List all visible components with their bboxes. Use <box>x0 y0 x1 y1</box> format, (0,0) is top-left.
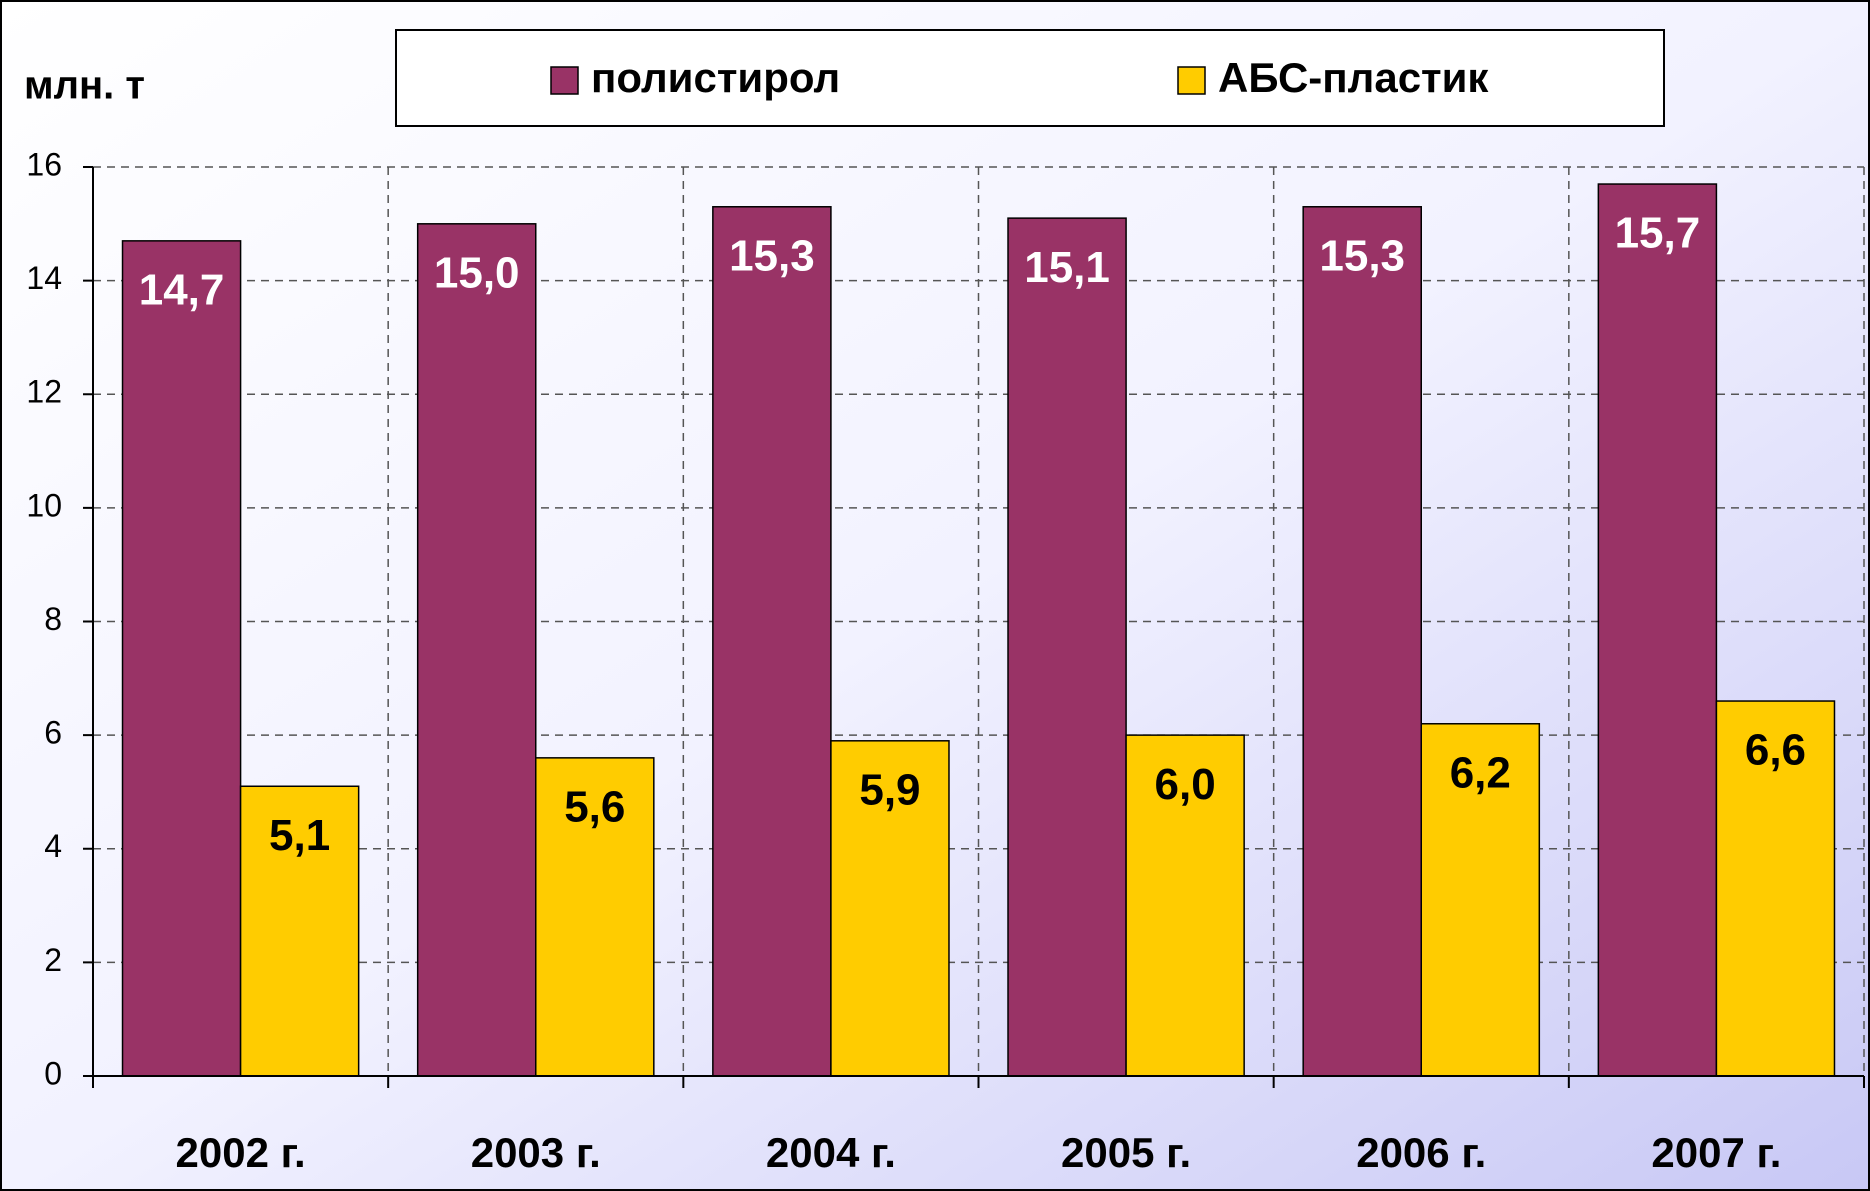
x-tick-label: 2004 г. <box>766 1129 896 1176</box>
data-label: 5,6 <box>564 782 625 831</box>
y-tick-label: 4 <box>44 828 62 864</box>
data-label: 6,0 <box>1155 760 1216 809</box>
data-label: 15,3 <box>729 231 815 280</box>
data-label: 5,1 <box>269 811 330 860</box>
legend-swatch <box>550 66 579 95</box>
bar <box>535 757 655 1077</box>
data-label: 15,7 <box>1615 209 1701 258</box>
legend-label: АБС-пластик <box>1218 54 1489 101</box>
bar <box>712 206 832 1077</box>
bar <box>1715 700 1836 1077</box>
bar <box>121 240 242 1077</box>
data-label: 15,0 <box>434 248 520 297</box>
x-tick-label: 2005 г. <box>1061 1129 1191 1176</box>
y-tick-label: 14 <box>26 260 62 296</box>
y-tick-label: 2 <box>44 942 62 978</box>
data-label: 14,7 <box>139 265 225 314</box>
data-label: 6,6 <box>1745 726 1806 775</box>
bar <box>239 785 360 1077</box>
bar <box>1125 734 1245 1077</box>
x-tick-label: 2006 г. <box>1356 1129 1486 1176</box>
legend-label: полистирол <box>591 54 840 101</box>
data-label: 5,9 <box>859 765 920 814</box>
y-tick-label: 12 <box>26 374 62 410</box>
bar <box>1007 217 1127 1077</box>
y-axis-label: млн. т <box>24 64 145 108</box>
bar <box>1302 206 1423 1077</box>
bar <box>1420 723 1541 1077</box>
y-tick-label: 10 <box>26 487 62 523</box>
y-tick-label: 8 <box>44 601 62 637</box>
y-tick-label: 6 <box>44 715 62 751</box>
y-tick-label: 16 <box>26 146 62 182</box>
x-tick-label: 2003 г. <box>471 1129 601 1176</box>
legend-swatch <box>1177 66 1206 95</box>
bar <box>416 223 537 1077</box>
y-tick-label: 0 <box>44 1055 62 1091</box>
data-label: 15,3 <box>1319 231 1405 280</box>
bar <box>1597 183 1718 1077</box>
data-label: 15,1 <box>1024 243 1110 292</box>
x-tick-label: 2007 г. <box>1651 1129 1781 1176</box>
data-label: 6,2 <box>1450 748 1511 797</box>
x-tick-label: 2002 г. <box>176 1129 306 1176</box>
legend-box <box>395 29 1665 127</box>
